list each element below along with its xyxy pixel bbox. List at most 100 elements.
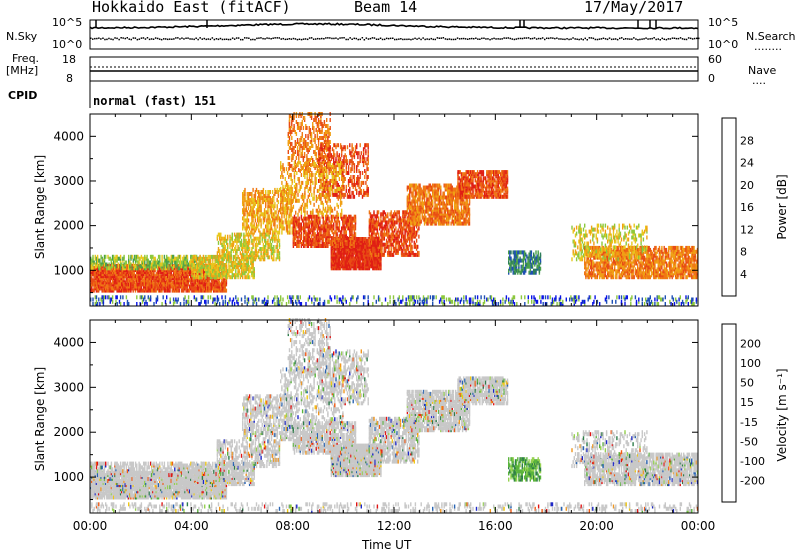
power-echo-cell [271,251,274,256]
nsearch-point [464,38,467,40]
power-echo-cell [231,242,233,247]
power-echo-cell [303,138,306,142]
power-echo-cell [113,280,115,285]
power-echo-cell [246,232,248,237]
nsearch-point [578,38,580,41]
power-echo-cell [236,238,238,243]
power-echo-cell [324,153,327,158]
power-echo-cell [127,278,130,283]
power-echo-cell [142,280,145,285]
nsearch-point [284,38,287,41]
nsearch-point [294,38,297,40]
power-echo-cell [139,280,141,285]
power-echo-cell [219,282,222,287]
nsearch-point [387,37,390,40]
power-echo-cell [309,132,312,136]
nsearch-point [310,37,313,39]
power-echo-cell [229,234,231,239]
power-echo-cell [220,238,222,243]
power-echo-cell [100,262,102,267]
power-echo-cell [336,258,338,263]
power-echo-cell [334,216,336,221]
power-echo-cell [156,284,159,289]
power-echo-cell [100,254,102,259]
power-echo-cell [253,255,255,260]
power-echo-cell [289,212,291,217]
power-echo-cell [152,284,154,289]
power-echo-cell [118,288,121,293]
power-echo-cell [150,284,153,289]
power-echo-cell [350,151,352,156]
power-echo-cell [312,220,314,225]
power-echo-cell [283,226,285,231]
power-echo-cell [320,244,322,248]
power-echo-cell [116,268,118,272]
power-echo-cell [109,280,111,285]
power-echo-cell [358,161,360,166]
nsearch-point [446,38,449,41]
nsearch-point [460,37,463,40]
power-echo-cell [191,276,193,281]
power-echo-cell [369,256,372,261]
power-echo-cell [152,280,154,285]
power-echo-cell [98,270,100,275]
power-echo-cell [124,288,126,293]
power-echo-cell [173,288,176,293]
power-echo-cell [196,278,199,283]
cpid-value: normal (fast) 151 [93,94,216,108]
power-echo-cell [356,165,358,170]
power-echo-cell [179,278,182,283]
power-echo-cell [324,136,327,140]
power-echo-cell [331,266,334,271]
nsearch-point [404,38,406,41]
nsearch-point [558,38,560,40]
power-echo-cell [291,226,293,231]
power-echo-cell [113,263,115,268]
power-echo-cell [101,274,103,279]
power-echo-cell [184,278,186,283]
power-echo-cell [183,270,185,275]
nsearch-point [112,38,114,41]
nsearch-point [505,37,507,39]
power-echo-cell [113,270,115,275]
power-echo-cell [203,280,206,285]
power-echo-cell [98,284,100,289]
power-echo-cell [172,288,175,293]
power-echo-cell [320,136,322,140]
power-echo-cell [267,194,269,198]
power-echo-cell [358,169,360,173]
power-echo-cell [182,256,184,261]
power-echo-cell [127,288,130,293]
power-echo-cell [131,278,133,283]
power-echo-cell [160,278,162,283]
power-echo-cell [103,288,106,293]
nsearch-point [523,37,526,39]
power-echo-cell [148,274,150,279]
nsearch-point [329,37,331,39]
nsearch-point [546,37,548,39]
power-echo-cell [150,268,153,272]
power-echo-cell [210,269,213,274]
power-echo-cell [179,264,182,269]
power-echo-cell [322,232,324,237]
power-echo-cell [146,262,148,267]
power-echo-cell [294,150,296,154]
power-echo-cell [258,206,260,211]
power-echo-cell [140,288,142,293]
power-echo-cell [182,280,184,285]
power-echo-cell [118,274,121,279]
power-echo-cell [276,198,278,203]
nsearch-point [479,38,481,40]
power-echo-cell [221,284,223,289]
power-echo-cell [298,216,300,221]
power-echo-cell [113,260,115,265]
power-echo-cell [271,257,274,262]
power-echo-cell [101,268,103,272]
power-echo-cell [160,284,162,289]
power-echo-cell [258,190,260,194]
power-echo-cell [94,254,96,259]
power-echo-cell [362,237,365,241]
power-echo-cell [260,257,262,262]
power-echo-cell [114,286,116,291]
power-echo-cell [315,120,317,124]
